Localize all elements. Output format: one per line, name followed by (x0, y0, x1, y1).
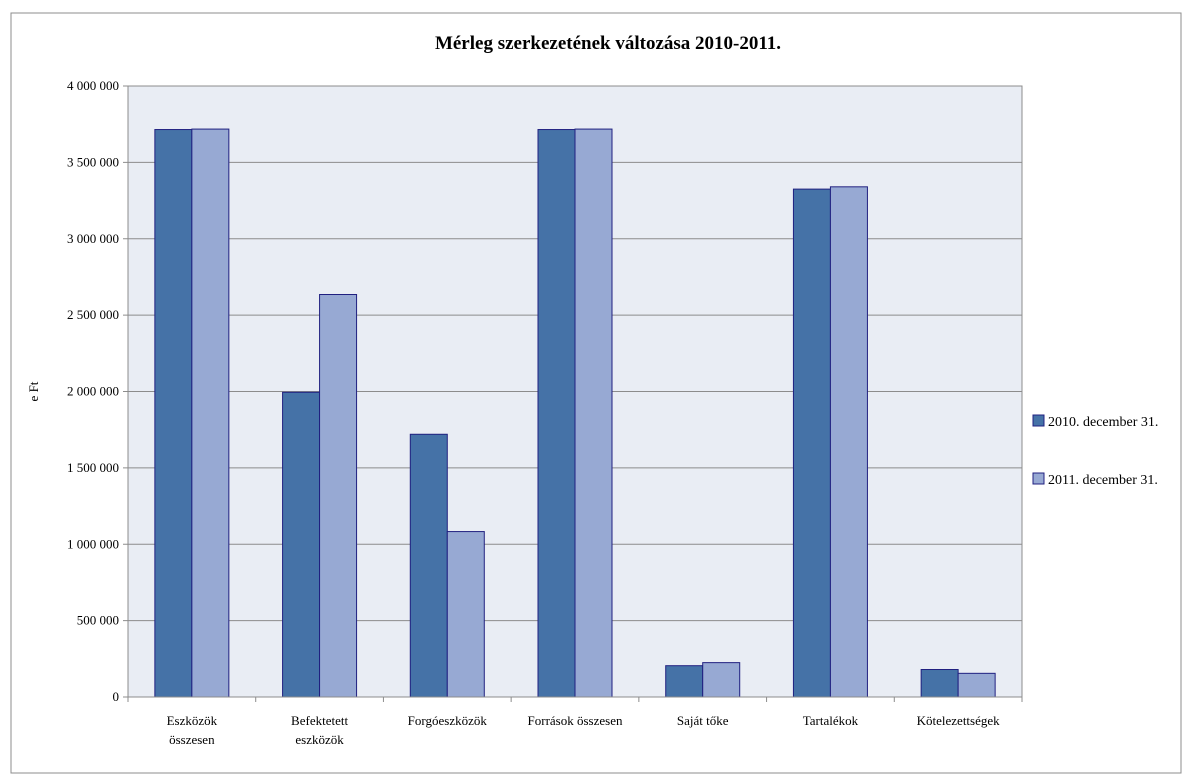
legend-label: 2011. december 31. (1048, 473, 1158, 488)
bar (665, 665, 704, 698)
bar (702, 662, 741, 698)
bar (191, 128, 230, 698)
y-tick-label: 1 000 000 (67, 536, 119, 551)
y-tick-label: 500 000 (77, 613, 119, 628)
y-tick-label: 2 000 000 (67, 384, 119, 399)
bar (537, 129, 576, 698)
plot-area: 0 500 000 1 000 000 1 500 000 2 000 000 2 500… (67, 78, 1023, 747)
legend: 2010. december 31. 2011. december 31. (1032, 414, 1158, 488)
bar (282, 391, 321, 698)
x-tick-label: Kötelezettségek (917, 713, 1001, 728)
y-tick-label: 3 000 000 (67, 231, 119, 246)
bar (957, 672, 996, 698)
y-tick-label: 0 (113, 689, 120, 704)
x-tick-label: összesen (169, 732, 215, 747)
x-tick-label: Eszközök (167, 713, 218, 728)
bar (792, 188, 831, 698)
bar (446, 531, 485, 698)
x-tick-label: Források összesen (528, 713, 623, 728)
legend-swatch (1032, 414, 1045, 427)
y-axis-label: e Ft (26, 381, 41, 401)
x-tick-label: eszközök (295, 732, 344, 747)
x-tick-label: Saját tőke (677, 713, 729, 728)
x-tick-label: Tartalékok (803, 713, 859, 728)
bar (319, 294, 358, 698)
y-tick-label: 1 500 000 (67, 460, 119, 475)
legend-swatch (1032, 472, 1045, 485)
x-tick-label: Befektetett (291, 713, 348, 728)
bar (409, 433, 448, 698)
bar (829, 186, 868, 698)
bar (920, 669, 959, 698)
y-tick-label: 4 000 000 (67, 78, 119, 93)
x-tick-label: Forgóeszközök (408, 713, 488, 728)
chart-title: Mérleg szerkezetének változása 2010-2011… (435, 33, 781, 54)
y-tick-label: 3 500 000 (67, 154, 119, 169)
y-tick-label: 2 500 000 (67, 307, 119, 322)
legend-label: 2010. december 31. (1048, 415, 1158, 430)
bar (154, 129, 193, 698)
bar (574, 128, 613, 698)
